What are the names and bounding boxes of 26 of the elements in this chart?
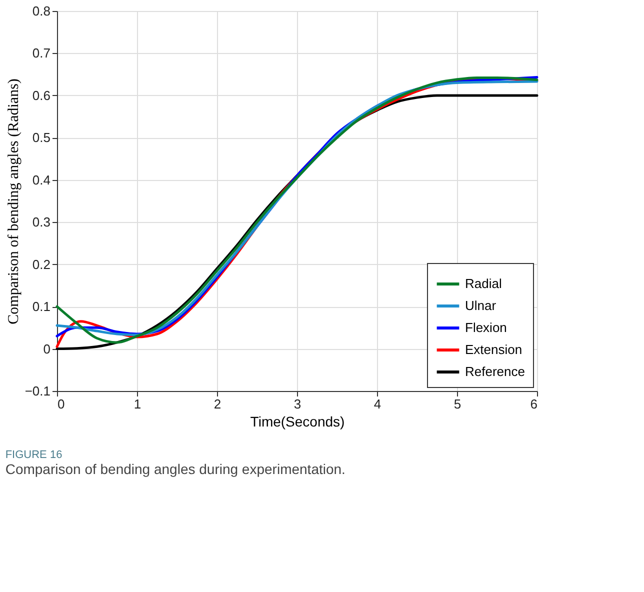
x-tick-label: 1 — [134, 396, 142, 412]
legend-label: Reference — [465, 364, 525, 379]
y-tick-label: 0.6 — [32, 88, 50, 103]
y-tick-label: −0.1 — [24, 384, 50, 398]
x-tick-label: 6 — [530, 396, 538, 412]
y-tick-label: 0 — [43, 341, 50, 356]
x-tick-label: 3 — [294, 396, 302, 412]
caption: FIGURE 16 — [5, 449, 62, 461]
y-tick-label: 0.1 — [32, 299, 50, 314]
y-tick-label: 0.4 — [32, 172, 50, 188]
y-tick-label: 0.7 — [32, 46, 50, 61]
legend-label: Extension — [465, 342, 522, 357]
legend-label: Ulnar — [465, 298, 497, 313]
y-axis-title: Comparison of bending angles (Radians) — [6, 78, 22, 324]
legend-label: Radial — [465, 276, 502, 291]
y-tick-label: 0.5 — [32, 130, 50, 146]
y-tick-label: 0.3 — [32, 214, 50, 230]
y-tick-label: 0.8 — [32, 4, 50, 18]
x-tick-label: 4 — [374, 396, 382, 412]
y-tick-label: 0.2 — [32, 256, 50, 272]
legend-label: Flexion — [465, 320, 507, 335]
text: Comparison of bending angles during experimentation. — [5, 461, 346, 477]
x-tick-label: 5 — [454, 396, 462, 412]
x-tick-label: 2 — [214, 396, 222, 412]
x-axis-title: Time(Seconds) — [250, 414, 345, 430]
x-tick-label: 0 — [58, 396, 65, 412]
